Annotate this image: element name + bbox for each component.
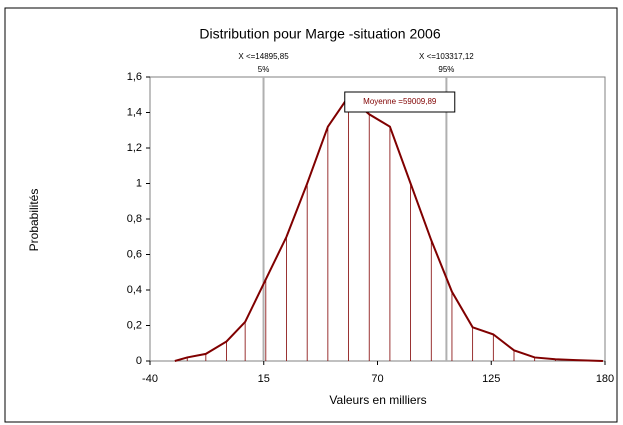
- reference-percent: 5%: [258, 65, 270, 74]
- y-tick-label: 1,4: [127, 106, 142, 118]
- y-axis-label: Probabilités: [27, 189, 41, 252]
- y-tick-label: 1,2: [127, 142, 142, 154]
- reference-percent: 95%: [438, 65, 454, 74]
- x-tick-label: -40: [142, 373, 158, 385]
- y-tick-label: 0,6: [127, 248, 142, 260]
- chart-title: Distribution pour Marge -situation 2006: [199, 26, 440, 42]
- y-tick-label: 0,2: [127, 319, 142, 331]
- distribution-line: [174, 95, 603, 362]
- y-tick-label: 0,4: [127, 284, 142, 296]
- mean-label: Moyenne =59009,89: [363, 97, 437, 106]
- mean-box: [344, 91, 456, 113]
- x-tick-label: 180: [596, 373, 614, 385]
- y-tick-label: 1,6: [127, 71, 142, 83]
- x-axis-label: Valeurs en milliers: [329, 393, 426, 407]
- x-tick-label: 70: [371, 373, 383, 385]
- chart-frame: [4, 7, 618, 423]
- y-tick-label: 0: [136, 355, 142, 367]
- reference-label: X <=103317,12: [419, 52, 474, 61]
- reference-label: X <=14895,85: [238, 52, 289, 61]
- x-tick-label: 15: [258, 373, 270, 385]
- y-tick-label: 1: [136, 177, 142, 189]
- x-tick-label: 125: [482, 373, 500, 385]
- y-tick-label: 0,8: [127, 213, 142, 225]
